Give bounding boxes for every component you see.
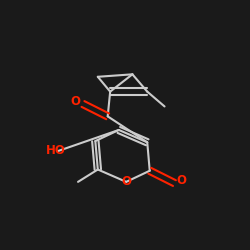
Text: O: O — [70, 95, 81, 108]
Text: O: O — [177, 174, 187, 187]
Text: HO: HO — [46, 144, 66, 158]
Text: O: O — [121, 175, 131, 188]
